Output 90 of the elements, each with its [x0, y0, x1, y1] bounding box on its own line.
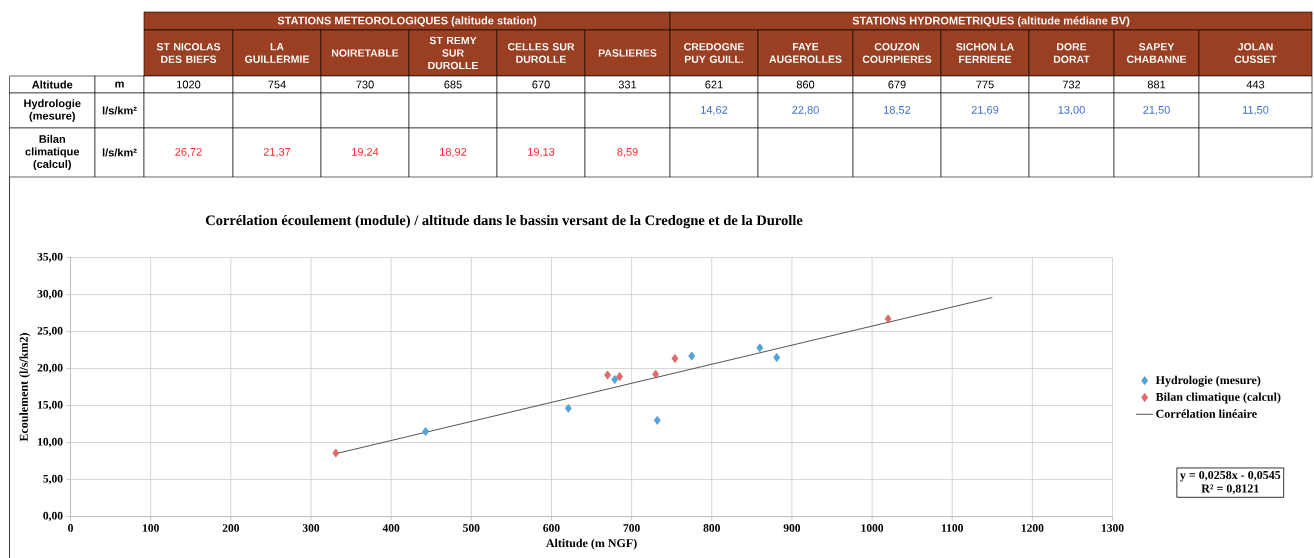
category-label: NOIRETABLE: [331, 49, 399, 57]
point: [756, 343, 764, 353]
x-tick-label: 300: [302, 524, 320, 532]
text: 685: [444, 80, 462, 89]
text: 331: [618, 80, 637, 89]
x-tick-label: 200: [222, 524, 240, 532]
x-tick-label: 500: [463, 524, 480, 532]
legend-label: Corrélation linéaire: [1156, 409, 1257, 418]
y-tick-label: 20,00: [37, 363, 63, 374]
x-tick-label: 1000: [861, 524, 884, 532]
text: y = 0,0258x - 0,0545: [1179, 470, 1281, 482]
category-label: LA GUILLERMIE: [245, 43, 309, 63]
point: [332, 448, 340, 458]
point: [604, 370, 611, 380]
text: 21,69: [971, 105, 999, 116]
text: 1020: [177, 80, 201, 89]
point: [688, 351, 696, 361]
point: [652, 369, 660, 379]
category-label: PASLIERES: [598, 49, 657, 57]
text: 19,24: [352, 147, 379, 158]
category-label: Hydrologie (mesure): [24, 99, 81, 122]
category-label: Bilan climatique (calcul): [25, 134, 80, 171]
text: 621: [705, 80, 723, 89]
x-tick-label: 0: [68, 524, 73, 532]
category-label: FAYE AUGEROLLES: [769, 43, 842, 63]
text: 14,62: [701, 105, 728, 116]
y-tick-label: 35,00: [37, 252, 63, 263]
x-tick-label: 600: [543, 524, 560, 532]
text: 754: [268, 80, 286, 89]
y-tick-label: 0,00: [43, 511, 63, 522]
x-tick-label: 700: [623, 524, 640, 532]
text: 18,92: [440, 147, 467, 158]
text: R² = 0,8121: [1201, 484, 1259, 495]
category-label: CELLES SUR DUROLLE: [507, 43, 575, 63]
text: 670: [532, 80, 550, 89]
x-tick-label: 100: [142, 524, 159, 532]
y-tick-label: 15,00: [38, 400, 63, 411]
text: 881: [1147, 80, 1166, 89]
text: 22,80: [792, 105, 819, 116]
category-label: DORE DORAT: [1053, 43, 1090, 63]
text: 13,00: [1058, 105, 1085, 116]
point: [671, 354, 679, 363]
text: 8,59: [617, 147, 638, 158]
x-tick-label: 1200: [1021, 524, 1044, 532]
category-label: m: [115, 81, 124, 88]
category-label: JOLAN CUSSET: [1234, 43, 1277, 63]
x-tick-label: 1100: [941, 524, 963, 532]
text: 732: [1062, 80, 1081, 89]
y-tick-label: 5,00: [43, 474, 63, 485]
x-tick-label: 900: [783, 524, 801, 532]
point: [653, 415, 661, 425]
legend-label: Bilan climatique (calcul): [1155, 392, 1281, 404]
x-axis-title: Altitude (m NGF): [545, 538, 637, 550]
category-label: l/s/km²: [102, 106, 137, 115]
category-label: CREDOGNE PUY GUILL.: [684, 43, 744, 63]
y-tick-label: 25,00: [37, 326, 63, 337]
point: [773, 353, 781, 362]
text: STATIONS HYDROMETRIQUES (altitude médiane BV): [852, 16, 1130, 27]
text: 18,52: [884, 105, 911, 116]
text: 26,72: [175, 147, 202, 158]
category-label: Altitude: [32, 80, 73, 89]
legend-label: Hydrologie (mesure): [1155, 375, 1261, 387]
category-label: l/s/km²: [102, 148, 137, 157]
text: 443: [1246, 80, 1265, 89]
category-label: SICHON LA FERRIERE: [956, 43, 1014, 63]
text: 21,37: [263, 147, 291, 158]
point: [616, 372, 623, 381]
text: 860: [796, 80, 815, 89]
x-tick-label: 400: [382, 524, 400, 532]
text: STATIONS METEOROLOGIQUES (altitude station): [277, 16, 537, 27]
category-label: COUZON COURPIERES: [862, 43, 932, 63]
text: 19,13: [528, 147, 555, 158]
x-tick-label: 800: [703, 524, 720, 532]
point: [611, 375, 619, 384]
y-tick-label: 30,00: [37, 289, 63, 300]
y-axis-title: Ecoulement (l/s/km2): [19, 333, 31, 442]
category-label: ST REMY SUR DUROLLE: [428, 36, 478, 70]
chart-title: Corrélation écoulement (module) / altitude dans le bassin versant de la Credogne et de la Durolle: [205, 214, 803, 229]
x-tick-label: 1300: [1101, 524, 1124, 532]
text: 11,50: [1242, 105, 1269, 116]
text: 679: [888, 80, 906, 89]
text: 730: [356, 80, 374, 89]
point: [564, 403, 572, 413]
point: [884, 314, 892, 324]
text: 21,50: [1143, 105, 1170, 116]
category-label: ST NICOLAS DES BIEFS: [156, 43, 221, 63]
y-tick-label: 10,00: [38, 437, 63, 448]
text: 775: [976, 80, 994, 89]
point: [422, 427, 429, 436]
category-label: SAPEY CHABANNE: [1126, 43, 1187, 63]
